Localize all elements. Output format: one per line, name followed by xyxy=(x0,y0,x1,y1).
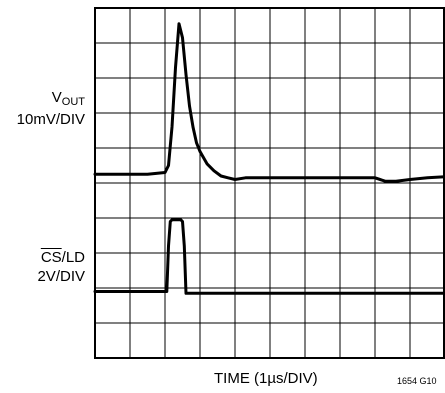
vout-label-prefix: V xyxy=(51,89,62,106)
vout-trace xyxy=(93,22,445,183)
grid xyxy=(95,8,445,358)
vout-label: VOUT 10mV/DIV xyxy=(17,89,85,128)
vout-scale: 10mV/DIV xyxy=(16,111,85,128)
cs-label-rest: /LD xyxy=(61,249,85,266)
cs-ld-trace xyxy=(93,218,445,295)
figure-id: 1654 G10 xyxy=(397,376,437,386)
cs-ld-scale: 2V/DIV xyxy=(37,268,85,285)
x-axis-label: TIME (1µs/DIV) xyxy=(214,370,318,387)
cs-label-overbar: CS xyxy=(40,249,62,266)
vout-label-subscript: OUT xyxy=(61,96,85,108)
cs-ld-label: CS/LD 2V/DIV xyxy=(37,248,85,286)
plot-frame xyxy=(94,7,445,359)
